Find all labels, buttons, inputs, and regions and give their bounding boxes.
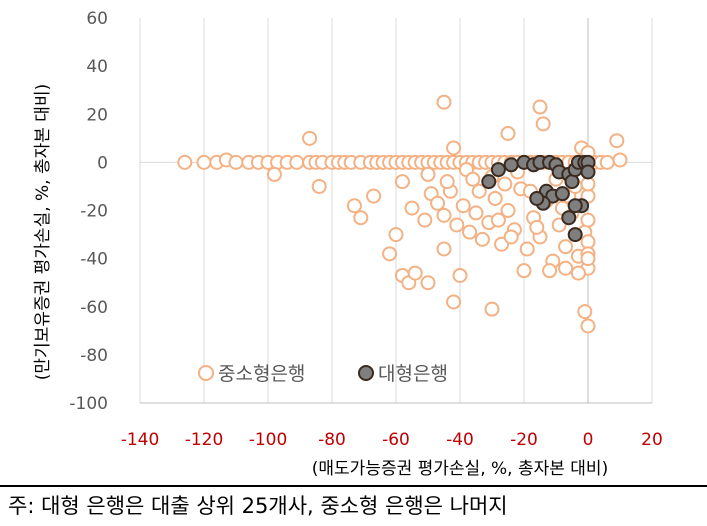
- note-divider: [0, 485, 707, 487]
- x-tick-label: -80: [318, 430, 346, 450]
- y-tick-label: 60: [86, 9, 108, 29]
- legend-label-small-banks: 중소형은행: [218, 363, 305, 385]
- data-point-small-bank: [599, 154, 615, 170]
- data-point-small-bank: [500, 203, 516, 218]
- data-point-large-bank: [564, 174, 580, 190]
- data-point-small-bank: [289, 154, 305, 170]
- data-point-small-bank: [417, 212, 433, 228]
- data-point-small-bank: [500, 126, 516, 141]
- legend-label-large-banks: 대형은행: [378, 363, 448, 385]
- data-point-large-bank: [481, 174, 497, 190]
- data-point-small-bank: [535, 116, 551, 132]
- series-small-banks: [177, 94, 628, 334]
- data-point-small-bank: [455, 198, 471, 214]
- data-point-small-bank: [519, 241, 535, 257]
- series-large-banks: [481, 154, 596, 243]
- y-tick-label: -60: [80, 298, 108, 318]
- data-point-small-bank: [420, 166, 436, 182]
- legend-marker-small-banks: [198, 365, 214, 381]
- data-point-small-bank: [430, 195, 446, 211]
- data-point-small-bank: [532, 99, 548, 115]
- x-tick-label: -60: [382, 430, 410, 450]
- y-axis-title: (만기보유증권 평가손실, %, 총자본 대비): [33, 84, 53, 380]
- data-point-small-bank: [612, 152, 628, 168]
- data-point-small-bank: [577, 304, 593, 320]
- data-point-small-bank: [580, 251, 596, 267]
- x-tick-label: -20: [510, 430, 538, 450]
- footnote: 주: 대형 은행은 대출 상위 25개사, 중소형 은행은 나머지: [8, 494, 508, 518]
- data-point-large-bank: [567, 198, 583, 214]
- data-point-small-bank: [439, 174, 455, 190]
- data-point-small-bank: [302, 130, 318, 146]
- data-point-small-bank: [529, 219, 545, 235]
- data-point-small-bank: [196, 154, 212, 170]
- data-point-large-bank: [567, 227, 583, 243]
- data-point-small-bank: [474, 231, 490, 247]
- data-point-small-bank: [436, 241, 452, 257]
- data-point-small-bank: [420, 275, 436, 291]
- data-point-small-bank: [462, 224, 478, 240]
- data-point-large-bank: [554, 186, 570, 202]
- y-tick-label: 20: [86, 105, 108, 125]
- x-tick-label: -100: [249, 430, 288, 450]
- data-point-small-bank: [436, 207, 452, 223]
- data-point-large-bank: [490, 162, 506, 178]
- data-point-small-bank: [465, 171, 481, 187]
- data-point-small-bank: [407, 265, 423, 281]
- data-point-small-bank: [580, 212, 596, 228]
- data-point-small-bank: [609, 133, 625, 149]
- data-point-small-bank: [446, 294, 462, 310]
- data-point-small-bank: [346, 198, 362, 214]
- data-point-small-bank: [394, 174, 410, 190]
- data-point-small-bank: [558, 239, 574, 255]
- y-tick-label: 40: [86, 57, 108, 77]
- y-tick-labels: 60 40 20 0 -20 -40 -60 -80 -100: [69, 9, 108, 414]
- data-point-large-bank: [503, 157, 519, 173]
- data-point-small-bank: [177, 154, 193, 170]
- data-point-small-bank: [436, 94, 452, 110]
- data-point-small-bank: [366, 188, 382, 204]
- x-tick-label: -140: [121, 430, 160, 450]
- x-tick-labels: -140 -120 -100 -80 -60 -40 -20 0 20: [121, 430, 663, 450]
- data-point-small-bank: [228, 154, 244, 170]
- data-point-small-bank: [570, 265, 586, 281]
- data-point-small-bank: [388, 227, 404, 243]
- y-tick-label: -100: [69, 394, 108, 414]
- data-point-small-bank: [266, 166, 282, 182]
- x-tick-label: -120: [185, 430, 224, 450]
- data-point-small-bank: [311, 178, 327, 194]
- data-point-large-bank: [561, 210, 577, 226]
- data-point-small-bank: [468, 205, 484, 221]
- data-point-small-bank: [503, 229, 519, 245]
- data-point-small-bank: [452, 267, 468, 283]
- x-tick-label: 0: [583, 430, 594, 450]
- data-point-small-bank: [446, 140, 462, 156]
- data-point-small-bank: [516, 263, 532, 279]
- data-point-small-bank: [449, 217, 465, 233]
- data-point-small-bank: [353, 210, 369, 226]
- data-point-small-bank: [542, 263, 558, 279]
- data-point-small-bank: [497, 176, 513, 192]
- data-point-small-bank: [487, 190, 503, 206]
- data-point-small-bank: [382, 246, 398, 262]
- y-tick-label: -80: [80, 346, 108, 366]
- data-point-large-bank: [580, 164, 596, 180]
- data-point-small-bank: [558, 260, 574, 276]
- legend: 중소형은행 대형은행: [198, 363, 448, 385]
- data-point-large-bank: [529, 190, 545, 206]
- y-tick-label: -20: [80, 202, 108, 222]
- data-point-small-bank: [471, 183, 487, 199]
- x-tick-label: 20: [641, 430, 663, 450]
- data-point-small-bank: [484, 301, 500, 317]
- x-tick-label: -40: [446, 430, 474, 450]
- data-point-small-bank: [580, 318, 596, 334]
- y-tick-label: -40: [80, 250, 108, 270]
- x-axis-title: (매도가능증권 평가손실, %, 총자본 대비): [312, 459, 608, 479]
- data-point-small-bank: [490, 212, 506, 228]
- data-point-small-bank: [404, 200, 420, 216]
- y-tick-label: 0: [97, 153, 108, 173]
- legend-marker-large-banks: [358, 365, 374, 381]
